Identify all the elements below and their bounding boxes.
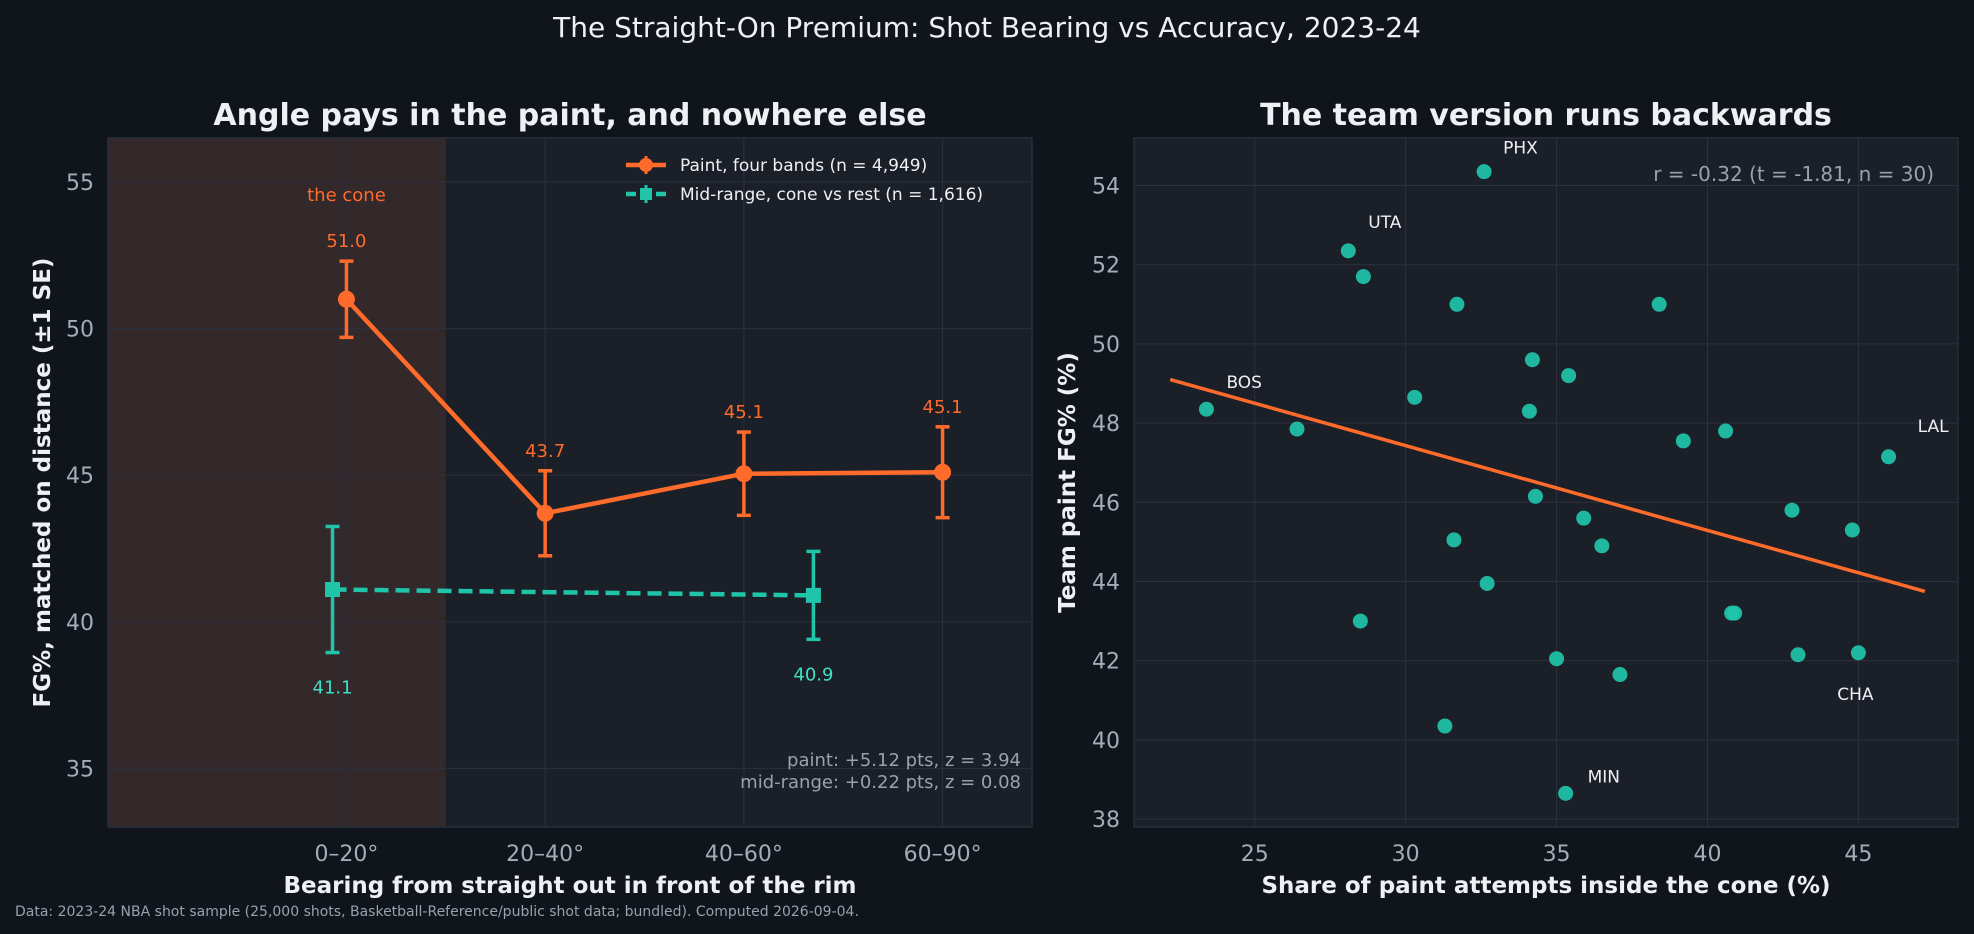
- series-line-mid-range: [332, 587, 814, 598]
- y-tick-label: 38: [1092, 808, 1120, 833]
- team-point: [1594, 538, 1610, 554]
- team-point: [1527, 488, 1543, 504]
- team-point: [1784, 502, 1800, 518]
- team-point: [1561, 368, 1577, 384]
- team-point: [1289, 421, 1305, 437]
- data-point: [735, 465, 753, 483]
- team-point: [1437, 718, 1453, 734]
- correlation-stat: r = -0.32 (t = -1.81, n = 30): [1653, 162, 1934, 186]
- data-label: 45.1: [923, 397, 963, 418]
- x-tick-label: 45: [1844, 842, 1872, 867]
- cone-label: the cone: [307, 185, 386, 206]
- data-source-note: Data: 2023-24 NBA shot sample (25,000 sh…: [15, 904, 859, 920]
- series-line-paint: [344, 297, 943, 516]
- trend-line: [1169, 377, 1926, 594]
- team-point: [1844, 522, 1860, 538]
- team-point: [1549, 651, 1565, 667]
- team-point: [1479, 575, 1495, 591]
- left-chart: 35 40 45 50 55 0–20° 20–40° 40–60° 60–90° Angle p…: [30, 98, 1033, 899]
- y-tick-label: 50: [1092, 333, 1120, 358]
- x-tick-label: 60–90°: [904, 842, 982, 867]
- stats-annotation: mid-range: +0.22 pts, z = 0.08: [740, 772, 1021, 793]
- y-tick-label: 42: [1092, 650, 1120, 675]
- y-tick-label: 40: [1092, 729, 1120, 754]
- team-label: PHX: [1503, 139, 1538, 159]
- team-point: [1558, 785, 1574, 801]
- y-tick-label: 52: [1092, 254, 1120, 279]
- y-tick-label: 55: [66, 171, 94, 196]
- y-tick-label: 50: [66, 318, 94, 343]
- team-point: [1352, 613, 1368, 629]
- chart-title: The team version runs backwards: [1260, 98, 1832, 133]
- team-label: BOS: [1226, 373, 1262, 393]
- y-tick-label: 54: [1092, 175, 1120, 200]
- y-tick-label: 44: [1092, 570, 1120, 595]
- figure-title: The Straight-On Premium: Shot Bearing vs…: [552, 11, 1421, 44]
- y-tick-label: 45: [66, 464, 94, 489]
- team-point: [1850, 645, 1866, 661]
- x-tick-label: 35: [1543, 842, 1571, 867]
- team-point: [1407, 389, 1423, 405]
- team-point: [1446, 532, 1462, 548]
- team-point: [1340, 243, 1356, 259]
- team-point: [1612, 667, 1628, 683]
- x-tick-label: 0–20°: [314, 842, 378, 867]
- team-point: [1198, 401, 1214, 417]
- team-point: [1449, 296, 1465, 312]
- data-label: 41.1: [313, 678, 353, 699]
- legend-swatch-marker: [640, 188, 652, 200]
- team-point: [1881, 449, 1897, 465]
- x-tick-label: 30: [1392, 842, 1420, 867]
- x-tick-label: 25: [1241, 842, 1269, 867]
- team-point: [1651, 296, 1667, 312]
- team-label: MIN: [1588, 767, 1620, 787]
- plot-frame: [107, 137, 1033, 828]
- data-point: [934, 463, 952, 481]
- data-label: 43.7: [525, 441, 565, 462]
- team-point: [1521, 403, 1537, 419]
- team-label: CHA: [1837, 685, 1874, 705]
- chart-title: Angle pays in the paint, and nowhere els…: [213, 98, 926, 133]
- team-point: [1675, 433, 1691, 449]
- team-point: [1790, 647, 1806, 663]
- x-axis-label: Bearing from straight out in front of th…: [283, 873, 856, 899]
- x-axis-label: Share of paint attempts inside the cone …: [1261, 873, 1830, 899]
- legend-entry-label: Mid-range, cone vs rest (n = 1,616): [680, 185, 983, 205]
- team-point: [1524, 352, 1540, 368]
- right-chart: 38 40 42 44 46 48 50 52 54 25 30 35 40 45 The team ver…: [1055, 98, 1959, 899]
- team-point: [1718, 423, 1734, 439]
- team-point: [1727, 605, 1743, 621]
- x-tick-label: 40–60°: [705, 842, 783, 867]
- y-tick-label: 35: [66, 757, 94, 782]
- data-point: [805, 587, 821, 603]
- data-label: 40.9: [793, 664, 833, 685]
- data-point: [536, 504, 554, 522]
- x-tick-label: 40: [1693, 842, 1721, 867]
- team-point: [1576, 510, 1592, 526]
- plot-frame: [1133, 137, 1959, 828]
- y-tick-label: 48: [1092, 412, 1120, 437]
- y-axis-label: Team paint FG% (%): [1055, 352, 1081, 613]
- stats-annotation: paint: +5.12 pts, z = 3.94: [787, 750, 1021, 771]
- team-point: [1355, 269, 1371, 285]
- legend-swatch-marker: [639, 158, 653, 172]
- plot-area: [1134, 138, 1958, 827]
- data-point: [325, 582, 341, 598]
- y-tick-label: 46: [1092, 491, 1120, 516]
- legend-entry-label: Paint, four bands (n = 4,949): [680, 156, 927, 176]
- data-label: 51.0: [326, 231, 366, 252]
- data-point: [337, 290, 355, 308]
- y-tick-label: 40: [66, 611, 94, 636]
- data-label: 45.1: [724, 402, 764, 423]
- team-point: [1476, 164, 1492, 180]
- cone-shaded-region: [108, 138, 446, 827]
- team-label: UTA: [1368, 213, 1402, 233]
- team-label: LAL: [1918, 417, 1949, 437]
- x-tick-label: 20–40°: [506, 842, 584, 867]
- y-axis-label: FG%, matched on distance (±1 SE): [30, 258, 56, 708]
